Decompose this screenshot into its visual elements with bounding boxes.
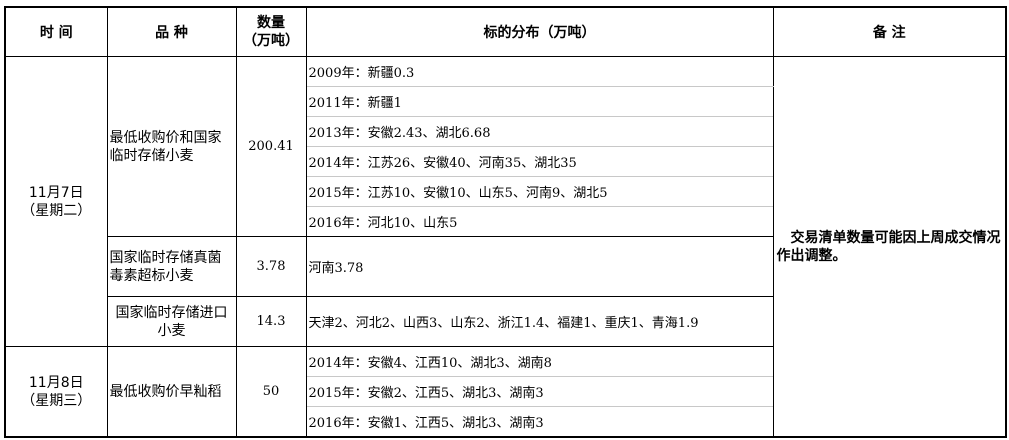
table-row: 国家临时存储真菌毒素超标小麦 3.78 河南3.78 bbox=[5, 236, 1006, 297]
header-distribution: 标的分布（万吨） bbox=[305, 6, 774, 57]
quantity-cell: 200.41 bbox=[235, 56, 307, 237]
table-row: 2011年：新疆1 bbox=[5, 86, 1006, 117]
distribution-cell: 河南3.78 bbox=[305, 236, 774, 297]
header-variety: 品 种 bbox=[106, 6, 237, 57]
quantity-cell: 3.78 bbox=[235, 236, 307, 297]
table-row: 2016年：河北10、山东5 bbox=[5, 206, 1006, 237]
date-cell: 11月7日 （星期二） bbox=[4, 56, 108, 347]
distribution-cell: 天津2、河北2、山西3、山东2、浙江1.4、福建1、重庆1、青海1.9 bbox=[305, 296, 774, 347]
quantity-cell: 50 bbox=[235, 346, 307, 438]
date-cell: 11月8日 （星期三） bbox=[4, 346, 108, 438]
distribution-cell: 2016年：安徽1、江西5、湖北3、湖南3 bbox=[305, 406, 774, 438]
table-row: 2015年：安徽2、江西5、湖北3、湖南3 bbox=[5, 376, 1006, 407]
table-row: 2015年：江苏10、安徽10、山东5、河南9、湖北5 bbox=[5, 176, 1006, 207]
distribution-cell: 2014年：江苏26、安徽40、河南35、湖北35 bbox=[305, 146, 774, 177]
date: 11月8日 bbox=[28, 374, 84, 391]
table-row: 2016年：安徽1、江西5、湖北3、湖南3 bbox=[5, 406, 1006, 438]
weekday: （星期二） bbox=[21, 202, 92, 219]
distribution-cell: 2014年：安徽4、江西10、湖北3、湖南8 bbox=[305, 346, 774, 377]
header-quantity: 数量 （万吨） bbox=[235, 6, 307, 57]
header-row: 时 间 品 种 数量 （万吨） 标的分布（万吨） 备 注 bbox=[4, 6, 1007, 57]
header-quantity-label: 数量 bbox=[257, 15, 285, 31]
variety-cell: 最低收购价早籼稻 bbox=[106, 346, 237, 438]
table-row: 2013年：安徽2.43、湖北6.68 bbox=[5, 116, 1006, 147]
auction-schedule-table: 时 间 品 种 数量 （万吨） 标的分布（万吨） 备 注 11月7日 （星期二） 最… bbox=[4, 6, 1007, 438]
variety-cell: 国家临时存储真菌毒素超标小麦 bbox=[106, 236, 237, 297]
header-remarks: 备 注 bbox=[772, 6, 1007, 57]
distribution-cell: 2015年：安徽2、江西5、湖北3、湖南3 bbox=[305, 376, 774, 407]
header-time: 时 间 bbox=[4, 6, 108, 57]
distribution-cell: 2013年：安徽2.43、湖北6.68 bbox=[305, 116, 774, 147]
distribution-cell: 2009年：新疆0.3 bbox=[305, 56, 774, 87]
distribution-cell: 2011年：新疆1 bbox=[305, 86, 774, 117]
quantity-cell: 14.3 bbox=[235, 296, 307, 347]
distribution-cell: 2016年：河北10、山东5 bbox=[305, 206, 774, 237]
date: 11月7日 bbox=[28, 184, 84, 201]
weekday: （星期三） bbox=[21, 392, 92, 409]
distribution-cell: 2015年：江苏10、安徽10、山东5、河南9、湖北5 bbox=[305, 176, 774, 207]
variety-cell: 国家临时存储进口小麦 bbox=[106, 296, 237, 347]
variety-cell: 最低收购价和国家临时存储小麦 bbox=[106, 56, 237, 237]
table-row: 11月7日 （星期二） 最低收购价和国家临时存储小麦 200.41 2009年：新… bbox=[4, 56, 1007, 438]
header-quantity-unit: （万吨） bbox=[243, 33, 299, 49]
remarks-cell: 交易清单数量可能因上周成交情况作出调整。 bbox=[772, 56, 1007, 438]
